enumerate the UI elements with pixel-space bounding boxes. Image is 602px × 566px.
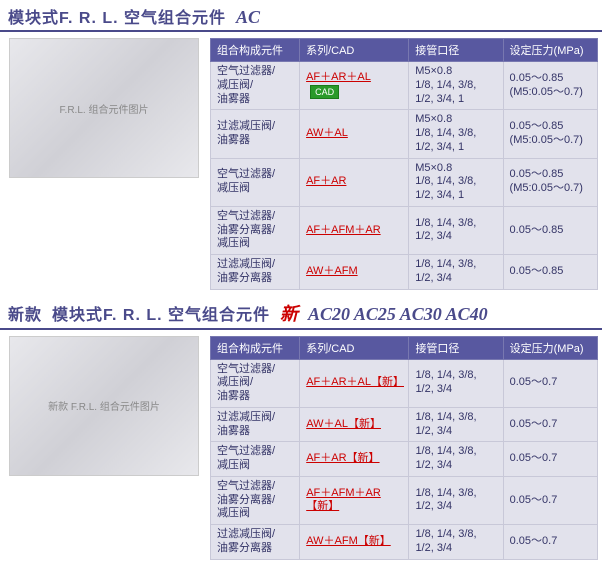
table-row: 空气过滤器/减压阀 AF＋AR M5×0.81/8, 1/4, 3/8,1/2, 3… xyxy=(211,158,598,206)
cell-pressure: 0.05～0.85(M5:0.05～0.7) xyxy=(503,62,597,110)
table-body: 空气过滤器/减压阀/油雾器 AF＋AR＋AL CAD M5×0.81/8, 1/4, … xyxy=(211,62,598,290)
table-body: 空气过滤器/减压阀/油雾器 AF＋AR＋AL【新】 1/8, 1/4, 3/8,1/… xyxy=(211,359,598,559)
cell-series: AF＋AR【新】 xyxy=(300,442,409,477)
section-title: 模块式F. R. L. 空气组合元件 xyxy=(52,301,270,325)
section-header: 新款 模块式F. R. L. 空气组合元件 新 AC20 AC25 AC30 A… xyxy=(0,296,602,330)
col-header: 接管口径 xyxy=(409,39,503,62)
cell-pressure: 0.05～0.85(M5:0.05～0.7) xyxy=(503,110,597,158)
cell-port: M5×0.81/8, 1/4, 3/8,1/2, 3/4, 1 xyxy=(409,62,503,110)
cell-port: M5×0.81/8, 1/4, 3/8,1/2, 3/4, 1 xyxy=(409,158,503,206)
section-models: AC20 AC25 AC30 AC40 xyxy=(308,304,488,325)
cell-pressure: 0.05～0.7 xyxy=(503,476,597,524)
cell-series: AW＋AL【新】 xyxy=(300,407,409,442)
cell-series: AF＋AFM＋AR【新】 xyxy=(300,476,409,524)
col-header: 接管口径 xyxy=(409,336,503,359)
cell-port: 1/8, 1/4, 3/8,1/2, 3/4 xyxy=(409,407,503,442)
section-header: 模块式F. R. L. 空气组合元件 AC xyxy=(0,0,602,32)
col-header: 系列/CAD xyxy=(300,336,409,359)
cell-series: AF＋AR xyxy=(300,158,409,206)
series-link[interactable]: AF＋AR xyxy=(306,175,346,187)
spec-table: 组合构成元件系列/CAD接管口径设定压力(MPa) 空气过滤器/减压阀/油雾器 A… xyxy=(210,336,598,560)
cell-pressure: 0.05～0.85(M5:0.05～0.7) xyxy=(503,158,597,206)
cell-port: 1/8, 1/4, 3/8,1/2, 3/4 xyxy=(409,206,503,254)
cell-series: AF＋AR＋AL CAD xyxy=(300,62,409,110)
table-row: 空气过滤器/油雾分离器/减压阀 AF＋AFM＋AR 1/8, 1/4, 3/8,1/… xyxy=(211,206,598,254)
cad-badge[interactable]: CAD xyxy=(310,85,339,99)
cell-port: 1/8, 1/4, 3/8,1/2, 3/4 xyxy=(409,442,503,477)
cell-components: 空气过滤器/减压阀/油雾器 xyxy=(211,359,300,407)
section-ac: 模块式F. R. L. 空气组合元件 AC F.R.L. 组合元件图片 组合构成… xyxy=(0,0,602,296)
series-link[interactable]: AF＋AFM＋AR xyxy=(306,224,381,236)
cell-series: AW＋AFM【新】 xyxy=(300,525,409,560)
product-image: F.R.L. 组合元件图片 xyxy=(9,38,199,178)
series-link[interactable]: AF＋AR【新】 xyxy=(306,452,379,464)
cell-port: 1/8, 1/4, 3/8,1/2, 3/4 xyxy=(409,525,503,560)
series-link[interactable]: AW＋AL xyxy=(306,127,348,139)
cell-components: 过滤减压阀/油雾分离器 xyxy=(211,255,300,290)
series-link[interactable]: AF＋AR＋AL xyxy=(306,71,371,83)
series-link[interactable]: AF＋AR＋AL【新】 xyxy=(306,376,404,388)
spec-table: 组合构成元件系列/CAD接管口径设定压力(MPa) 空气过滤器/减压阀/油雾器A… xyxy=(210,38,598,290)
col-header: 系列/CAD xyxy=(300,39,409,62)
cell-components: 过滤减压阀/油雾器 xyxy=(211,110,300,158)
cell-series: AF＋AFM＋AR xyxy=(300,206,409,254)
cell-port: 1/8, 1/4, 3/8,1/2, 3/4 xyxy=(409,476,503,524)
cell-components: 空气过滤器/减压阀/油雾器 xyxy=(211,62,300,110)
table-row: 空气过滤器/减压阀 AF＋AR【新】 1/8, 1/4, 3/8,1/2, 3/40… xyxy=(211,442,598,477)
section-title: 模块式F. R. L. 空气组合元件 xyxy=(8,4,226,28)
section-title-prefix: 新款 xyxy=(8,301,42,325)
cell-port: 1/8, 1/4, 3/8,1/2, 3/4 xyxy=(409,255,503,290)
col-header: 设定压力(MPa) xyxy=(503,336,597,359)
product-image-col: F.R.L. 组合元件图片 xyxy=(4,38,204,178)
table-row: 空气过滤器/减压阀/油雾器 AF＋AR＋AL【新】 1/8, 1/4, 3/8,1/… xyxy=(211,359,598,407)
cell-pressure: 0.05～0.85 xyxy=(503,206,597,254)
table-row: 空气过滤器/减压阀/油雾器 AF＋AR＋AL CAD M5×0.81/8, 1/4, … xyxy=(211,62,598,110)
cell-components: 空气过滤器/减压阀 xyxy=(211,158,300,206)
section-body: F.R.L. 组合元件图片 组合构成元件系列/CAD接管口径设定压力(MPa) … xyxy=(0,32,602,296)
col-header: 组合构成元件 xyxy=(211,39,300,62)
table-row: 过滤减压阀/油雾器 AW＋AL M5×0.81/8, 1/4, 3/8,1/2, 3… xyxy=(211,110,598,158)
section-model: AC xyxy=(236,7,260,28)
cell-components: 过滤减压阀/油雾分离器 xyxy=(211,525,300,560)
section-ac-new: 新款 模块式F. R. L. 空气组合元件 新 AC20 AC25 AC30 A… xyxy=(0,296,602,566)
product-image-col: 新款 F.R.L. 组合元件图片 xyxy=(4,336,204,476)
cell-pressure: 0.05～0.85 xyxy=(503,255,597,290)
cell-series: AW＋AFM xyxy=(300,255,409,290)
cell-pressure: 0.05～0.7 xyxy=(503,359,597,407)
product-image: 新款 F.R.L. 组合元件图片 xyxy=(9,336,199,476)
table-head: 组合构成元件系列/CAD接管口径设定压力(MPa) xyxy=(211,336,598,359)
table-row: 过滤减压阀/油雾分离器 AW＋AFM【新】 1/8, 1/4, 3/8,1/2, 3… xyxy=(211,525,598,560)
cell-series: AW＋AL xyxy=(300,110,409,158)
cell-pressure: 0.05～0.7 xyxy=(503,442,597,477)
section-body: 新款 F.R.L. 组合元件图片 组合构成元件系列/CAD接管口径设定压力(MP… xyxy=(0,330,602,566)
cell-components: 过滤减压阀/油雾器 xyxy=(211,407,300,442)
series-link[interactable]: AW＋AL【新】 xyxy=(306,418,381,430)
cell-pressure: 0.05～0.7 xyxy=(503,407,597,442)
cell-port: M5×0.81/8, 1/4, 3/8,1/2, 3/4, 1 xyxy=(409,110,503,158)
table-head: 组合构成元件系列/CAD接管口径设定压力(MPa) xyxy=(211,39,598,62)
table-row: 过滤减压阀/油雾分离器 AW＋AFM 1/8, 1/4, 3/8,1/2, 3/40… xyxy=(211,255,598,290)
series-link[interactable]: AW＋AFM【新】 xyxy=(306,535,391,547)
series-link[interactable]: AW＋AFM xyxy=(306,265,358,277)
col-header: 设定压力(MPa) xyxy=(503,39,597,62)
table-row: 过滤减压阀/油雾器 AW＋AL【新】 1/8, 1/4, 3/8,1/2, 3/40… xyxy=(211,407,598,442)
cell-pressure: 0.05～0.7 xyxy=(503,525,597,560)
col-header: 组合构成元件 xyxy=(211,336,300,359)
cell-components: 空气过滤器/减压阀 xyxy=(211,442,300,477)
cell-port: 1/8, 1/4, 3/8,1/2, 3/4 xyxy=(409,359,503,407)
new-label: 新 xyxy=(280,300,298,326)
table-row: 空气过滤器/油雾分离器/减压阀AF＋AFM＋AR【新】 1/8, 1/4, 3/8… xyxy=(211,476,598,524)
cell-series: AF＋AR＋AL【新】 xyxy=(300,359,409,407)
cell-components: 空气过滤器/油雾分离器/减压阀 xyxy=(211,206,300,254)
cell-components: 空气过滤器/油雾分离器/减压阀 xyxy=(211,476,300,524)
series-link[interactable]: AF＋AFM＋AR【新】 xyxy=(306,487,381,513)
